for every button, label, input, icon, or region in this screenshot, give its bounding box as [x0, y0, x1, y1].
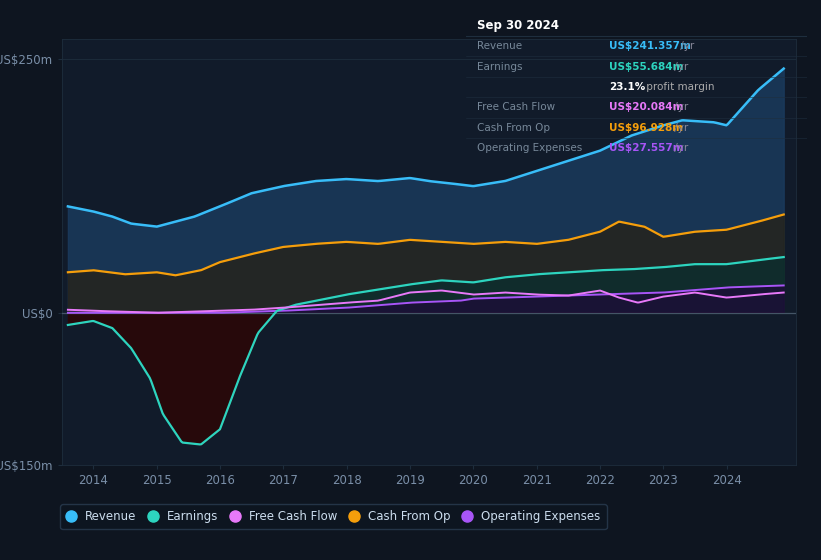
Text: Cash From Op: Cash From Op [476, 123, 549, 133]
Text: Revenue: Revenue [476, 41, 521, 52]
Text: Earnings: Earnings [476, 62, 522, 72]
Text: US$96.928m: US$96.928m [609, 123, 684, 133]
Text: US$241.357m: US$241.357m [609, 41, 691, 52]
Text: Free Cash Flow: Free Cash Flow [476, 102, 555, 113]
Text: /yr: /yr [671, 62, 688, 72]
Text: 23.1%: 23.1% [609, 82, 645, 92]
Text: US$55.684m: US$55.684m [609, 62, 684, 72]
Text: Sep 30 2024: Sep 30 2024 [476, 20, 558, 32]
Text: /yr: /yr [671, 123, 688, 133]
Text: /yr: /yr [671, 102, 688, 113]
Text: profit margin: profit margin [644, 82, 715, 92]
Text: US$27.557m: US$27.557m [609, 143, 684, 153]
Text: /yr: /yr [677, 41, 694, 52]
Legend: Revenue, Earnings, Free Cash Flow, Cash From Op, Operating Expenses: Revenue, Earnings, Free Cash Flow, Cash … [60, 505, 607, 529]
Text: US$20.084m: US$20.084m [609, 102, 684, 113]
Text: Operating Expenses: Operating Expenses [476, 143, 582, 153]
Text: /yr: /yr [671, 143, 688, 153]
